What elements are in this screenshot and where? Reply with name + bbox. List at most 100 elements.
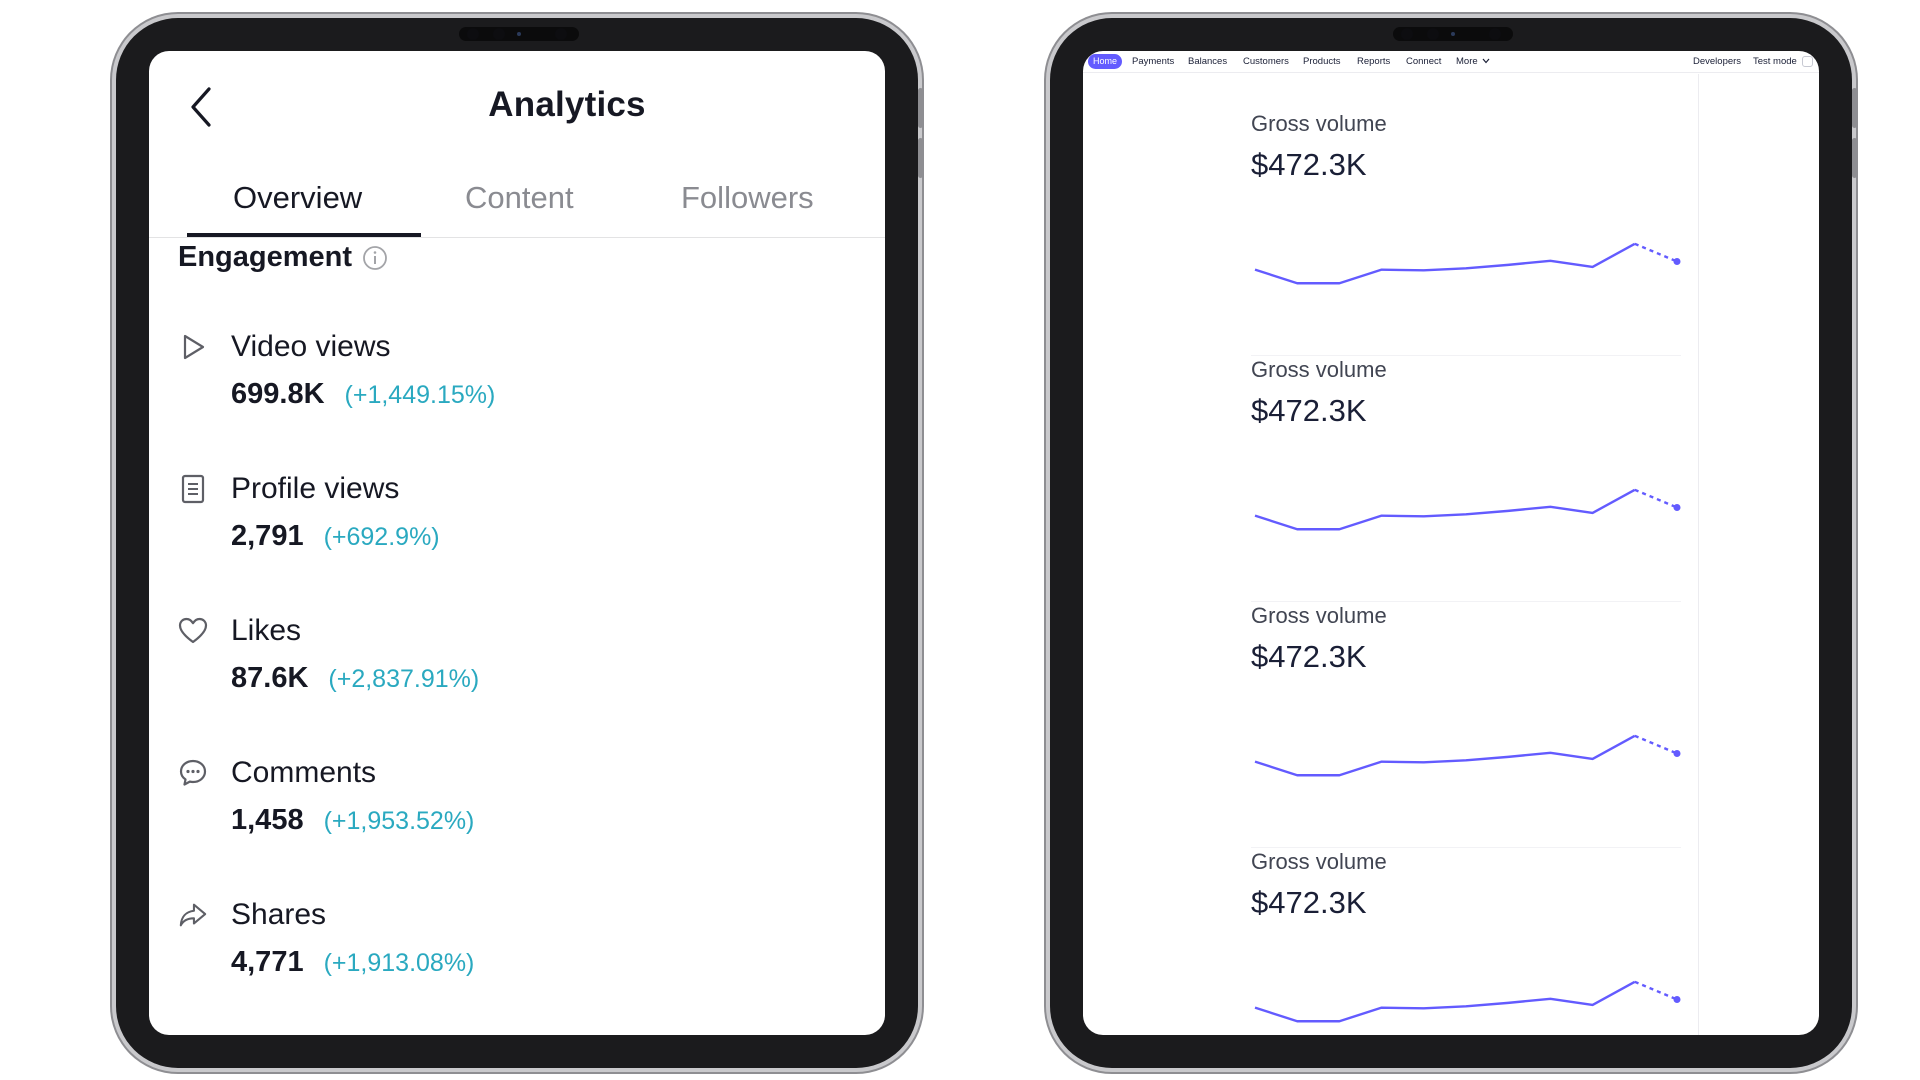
gross-volume-card[interactable]: Gross volume $472.3K xyxy=(1251,849,1681,1035)
metric-video-views: Video views 699.8K (+1,449.15%) xyxy=(178,326,778,411)
metric-change: (+1,953.52%) xyxy=(323,807,475,835)
card-value: $472.3K xyxy=(1251,147,1367,182)
test-mode-toggle[interactable] xyxy=(1802,56,1813,67)
metric-value: 2,791 xyxy=(231,520,304,552)
card-value: $472.3K xyxy=(1251,639,1367,674)
nav-item-payments[interactable]: Payments xyxy=(1132,56,1175,67)
info-icon[interactable] xyxy=(362,245,388,271)
comment-icon xyxy=(178,758,208,788)
metric-likes: Likes 87.6K (+2,837.91%) xyxy=(178,610,778,695)
nav-item-developers[interactable]: Developers xyxy=(1693,56,1742,67)
metric-value: 1,458 xyxy=(231,804,304,836)
sparkline-chart xyxy=(1254,242,1681,285)
back-button[interactable] xyxy=(185,83,221,131)
metric-change: (+1,449.15%) xyxy=(344,381,496,409)
sparkline-chart xyxy=(1254,734,1681,777)
active-tab-indicator xyxy=(187,233,421,237)
sparkline-solid-series xyxy=(1254,242,1636,285)
volume-button xyxy=(918,138,923,178)
sparkline-chart xyxy=(1254,488,1681,531)
camera-sensor xyxy=(467,28,479,40)
nav-item-connect[interactable]: Connect xyxy=(1406,56,1442,67)
metric-label: Likes xyxy=(231,614,302,647)
metric-comments: Comments 1,458 (+1,953.52%) xyxy=(178,752,778,837)
camera-sensor xyxy=(555,28,567,40)
chevron-left-icon xyxy=(191,87,211,127)
nav-item-products[interactable]: Products xyxy=(1303,56,1341,67)
sparkline-end-point xyxy=(1673,995,1681,1003)
metric-profile-views: Profile views 2,791 (+692.9%) xyxy=(178,468,778,553)
sidebar-divider xyxy=(1698,74,1699,1035)
section-title: Engagement xyxy=(178,241,353,273)
profile-document-icon xyxy=(178,474,208,504)
analytics-screen: Analytics Overview Content Followers Eng… xyxy=(149,51,885,1035)
section-engagement: Engagement xyxy=(178,241,388,274)
card-divider xyxy=(1251,847,1681,848)
camera-sensor xyxy=(1489,28,1501,40)
card-divider xyxy=(1251,601,1681,602)
gross-volume-card[interactable]: Gross volume $472.3K xyxy=(1251,111,1681,356)
nav-item-balances[interactable]: Balances xyxy=(1188,56,1228,67)
tab-followers[interactable]: Followers xyxy=(681,180,814,215)
metric-label: Video views xyxy=(231,330,391,363)
gross-volume-card[interactable]: Gross volume $472.3K xyxy=(1251,603,1681,848)
chevron-down-icon xyxy=(1482,58,1490,64)
camera-sensor xyxy=(1427,28,1439,40)
tab-bar: Overview Content Followers xyxy=(149,166,885,238)
card-value: $472.3K xyxy=(1251,885,1367,920)
top-nav: Home Payments Balances Customers Product… xyxy=(1083,51,1819,73)
card-label: Gross volume xyxy=(1251,357,1387,382)
play-icon xyxy=(178,332,208,362)
volume-button xyxy=(1852,138,1857,178)
volume-button xyxy=(918,88,923,128)
sparkline-forecast-series xyxy=(1634,242,1678,263)
tablet-left: Analytics Overview Content Followers Eng… xyxy=(116,18,923,1068)
metric-label: Shares xyxy=(231,898,327,931)
card-value: $472.3K xyxy=(1251,393,1367,428)
metric-value: 699.8K xyxy=(231,378,325,410)
camera-sensor xyxy=(493,28,505,40)
nav-item-home[interactable]: Home xyxy=(1088,54,1122,69)
camera-bar xyxy=(1393,27,1513,41)
tab-content[interactable]: Content xyxy=(465,180,574,215)
gross-volume-card[interactable]: Gross volume $472.3K xyxy=(1251,357,1681,602)
metric-change: (+1,913.08%) xyxy=(323,949,475,977)
card-divider xyxy=(1251,355,1681,356)
card-label: Gross volume xyxy=(1251,603,1387,628)
sparkline-forecast-series xyxy=(1634,980,1678,1001)
sparkline-forecast-series xyxy=(1634,734,1678,755)
analytics-header: Analytics xyxy=(149,51,885,166)
volume-button xyxy=(1852,88,1857,128)
tab-overview[interactable]: Overview xyxy=(233,180,363,215)
metric-value: 4,771 xyxy=(231,946,304,978)
metric-label: Profile views xyxy=(231,472,400,505)
camera-sensor xyxy=(1401,28,1413,40)
sparkline-chart xyxy=(1254,980,1681,1023)
sparkline-end-point xyxy=(1673,503,1681,511)
sparkline-solid-series xyxy=(1254,980,1636,1023)
page-title: Analytics xyxy=(488,85,646,124)
metric-label: Comments xyxy=(231,756,377,789)
metric-value: 87.6K xyxy=(231,662,309,694)
test-mode-label: Test mode xyxy=(1753,56,1797,67)
dashboard-screen: Home Payments Balances Customers Product… xyxy=(1083,51,1819,1035)
nav-item-more-label: More xyxy=(1456,56,1478,67)
metric-change: (+692.9%) xyxy=(323,523,440,551)
card-label: Gross volume xyxy=(1251,111,1387,136)
sparkline-solid-series xyxy=(1254,734,1636,777)
sparkline-end-point xyxy=(1673,257,1681,265)
nav-item-customers[interactable]: Customers xyxy=(1243,56,1289,67)
sparkline-solid-series xyxy=(1254,488,1636,531)
camera-bar xyxy=(459,27,579,41)
tablet-right: Home Payments Balances Customers Product… xyxy=(1050,18,1857,1068)
sparkline-forecast-series xyxy=(1634,488,1678,509)
card-label: Gross volume xyxy=(1251,849,1387,874)
heart-icon xyxy=(178,616,208,646)
camera-lens xyxy=(1451,32,1455,36)
share-icon xyxy=(178,900,208,930)
nav-item-more[interactable]: More xyxy=(1456,56,1490,67)
nav-item-reports[interactable]: Reports xyxy=(1357,56,1391,67)
camera-lens xyxy=(517,32,521,36)
metric-change: (+2,837.91%) xyxy=(328,665,480,693)
sparkline-end-point xyxy=(1673,749,1681,757)
